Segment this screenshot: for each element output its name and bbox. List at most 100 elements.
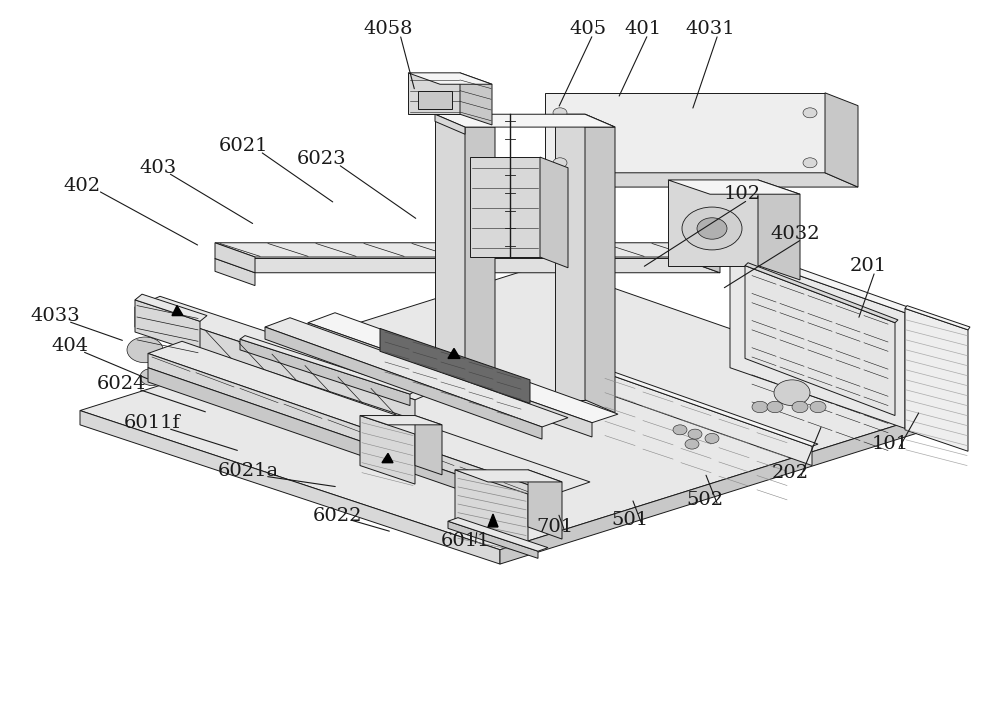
Circle shape [685, 439, 699, 449]
Polygon shape [528, 470, 562, 539]
Circle shape [803, 108, 817, 118]
Polygon shape [80, 264, 955, 550]
Polygon shape [240, 336, 415, 394]
Circle shape [553, 158, 567, 168]
Polygon shape [408, 73, 492, 84]
Polygon shape [135, 296, 440, 400]
Polygon shape [265, 327, 542, 439]
Circle shape [697, 218, 727, 239]
Circle shape [127, 337, 163, 363]
Polygon shape [435, 114, 465, 400]
Polygon shape [448, 521, 538, 558]
Polygon shape [680, 243, 720, 273]
Polygon shape [585, 114, 615, 413]
Text: 4058: 4058 [363, 19, 413, 38]
Text: 502: 502 [686, 491, 724, 509]
Polygon shape [745, 266, 895, 416]
Text: 404: 404 [51, 337, 89, 356]
Polygon shape [905, 306, 970, 330]
Polygon shape [545, 93, 825, 173]
Text: 202: 202 [771, 463, 809, 482]
Polygon shape [215, 258, 720, 273]
Polygon shape [470, 157, 540, 257]
Text: 6021a: 6021a [217, 462, 279, 481]
Polygon shape [600, 369, 818, 446]
Polygon shape [448, 518, 548, 551]
Polygon shape [545, 173, 858, 187]
Polygon shape [540, 157, 568, 268]
Polygon shape [455, 470, 562, 482]
Text: 6011: 6011 [440, 532, 490, 550]
Polygon shape [135, 294, 207, 321]
Polygon shape [905, 308, 968, 451]
Polygon shape [555, 114, 615, 127]
Polygon shape [172, 306, 183, 316]
Text: 405: 405 [569, 19, 607, 38]
Polygon shape [500, 407, 955, 564]
Circle shape [553, 108, 567, 118]
Polygon shape [148, 368, 555, 523]
Polygon shape [308, 323, 592, 437]
Circle shape [682, 207, 742, 250]
Polygon shape [825, 93, 858, 187]
Polygon shape [240, 339, 410, 406]
Circle shape [140, 368, 164, 386]
Polygon shape [460, 73, 492, 125]
Text: 701: 701 [536, 518, 574, 536]
Circle shape [810, 401, 826, 413]
Text: 4033: 4033 [30, 306, 80, 325]
Circle shape [767, 401, 783, 413]
Polygon shape [360, 416, 415, 484]
Polygon shape [435, 114, 495, 127]
Polygon shape [148, 341, 590, 494]
Polygon shape [148, 353, 555, 508]
Polygon shape [448, 348, 460, 358]
Text: 101: 101 [871, 435, 909, 453]
Polygon shape [435, 114, 465, 134]
Text: 403: 403 [139, 159, 177, 177]
Polygon shape [745, 263, 898, 323]
Polygon shape [360, 416, 442, 425]
Polygon shape [758, 180, 800, 280]
Polygon shape [668, 180, 758, 266]
Text: 402: 402 [63, 176, 101, 195]
Text: 6023: 6023 [297, 149, 347, 168]
Polygon shape [465, 114, 495, 413]
Text: 102: 102 [723, 185, 761, 203]
Text: 6011f: 6011f [124, 413, 180, 432]
Circle shape [752, 401, 768, 413]
Polygon shape [455, 470, 528, 551]
Circle shape [688, 429, 702, 439]
Polygon shape [265, 318, 568, 427]
Polygon shape [408, 73, 460, 114]
Text: 6022: 6022 [313, 506, 363, 525]
Text: 6021: 6021 [218, 137, 268, 156]
Circle shape [673, 425, 687, 435]
Text: 6024: 6024 [97, 375, 147, 393]
Text: 501: 501 [611, 511, 649, 529]
Polygon shape [382, 453, 393, 463]
Polygon shape [215, 258, 255, 286]
Circle shape [705, 433, 719, 443]
Polygon shape [435, 114, 615, 127]
Polygon shape [380, 328, 530, 403]
Polygon shape [730, 246, 912, 313]
Text: 401: 401 [624, 19, 662, 38]
Circle shape [792, 401, 808, 413]
Circle shape [803, 158, 817, 168]
Polygon shape [215, 243, 720, 257]
Text: 4031: 4031 [685, 19, 735, 38]
Polygon shape [600, 371, 812, 466]
Polygon shape [308, 313, 618, 423]
Polygon shape [418, 91, 452, 109]
Text: 4032: 4032 [770, 225, 820, 243]
Polygon shape [668, 180, 800, 194]
Polygon shape [215, 243, 255, 273]
Polygon shape [555, 114, 585, 400]
Polygon shape [730, 251, 905, 428]
Polygon shape [488, 514, 498, 527]
Circle shape [774, 380, 810, 406]
Polygon shape [80, 411, 500, 564]
Text: 201: 201 [849, 256, 887, 275]
Polygon shape [135, 300, 200, 353]
